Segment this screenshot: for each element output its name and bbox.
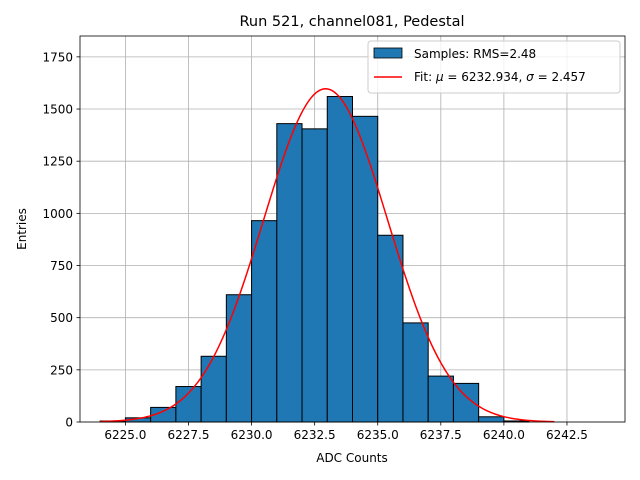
legend-fit-prefix: Fit: xyxy=(414,70,436,84)
y-tick-label: 1500 xyxy=(42,103,73,117)
histogram-bar xyxy=(377,234,404,423)
x-tick-label: 6237.5 xyxy=(420,428,462,442)
legend-label-samples: Samples: RMS=2.48 xyxy=(414,47,536,61)
legend-label-fit: Fit: μ = 6232.934, σ = 2.457 xyxy=(414,70,586,84)
x-tick-label: 6235.0 xyxy=(357,428,399,442)
x-tick-label: 6232.5 xyxy=(294,428,336,442)
legend-box xyxy=(367,40,621,94)
x-axis-ticks: 6225.0 6227.5 6230.0 6232.5 6235.0 6237.5 6240… xyxy=(104,422,588,442)
y-tick-label: 750 xyxy=(50,259,73,273)
y-tick-label: 250 xyxy=(50,363,73,377)
x-axis-label: ADC Counts xyxy=(316,451,388,465)
histogram-bar xyxy=(175,386,202,423)
histogram-bar xyxy=(225,294,253,423)
histogram-bar xyxy=(352,115,379,423)
legend: Samples: RMS=2.48 Fit: μ = 6232.934, σ =… xyxy=(367,40,621,94)
y-tick-label: 1250 xyxy=(42,155,73,169)
x-tick-label: 6240.0 xyxy=(483,428,525,442)
chart-title: Run 521, channel081, Pedestal xyxy=(239,14,464,30)
x-tick-label: 6227.5 xyxy=(167,428,209,442)
histogram-bar xyxy=(326,96,354,423)
x-tick-label: 6230.0 xyxy=(231,428,273,442)
legend-fit-sigma-value: = 2.457 xyxy=(534,70,586,84)
histogram-bar xyxy=(276,123,303,423)
histogram-bars xyxy=(99,96,530,423)
y-axis-ticks: 0 250 500 750 1000 1250 1500 1750 xyxy=(42,50,80,430)
legend-fit-mu-value: = 6232.934, xyxy=(444,70,527,84)
histogram-bar xyxy=(251,220,278,423)
histogram-bar xyxy=(427,375,454,423)
legend-fit-mu-symbol: μ xyxy=(435,70,444,84)
y-tick-label: 0 xyxy=(65,416,73,430)
histogram-bar xyxy=(402,322,429,423)
x-tick-label: 6225.0 xyxy=(104,428,146,442)
fit-line-group xyxy=(100,88,555,423)
histogram-bar xyxy=(452,382,480,423)
gaussian-fit-line xyxy=(100,88,555,423)
legend-fit-sigma-symbol: σ xyxy=(526,70,534,84)
x-tick-label: 6242.5 xyxy=(546,428,588,442)
y-tick-label: 1750 xyxy=(42,50,73,64)
legend-swatch-samples xyxy=(373,47,403,59)
y-tick-label: 1000 xyxy=(42,207,73,221)
y-tick-label: 500 xyxy=(50,311,73,325)
histogram-bar xyxy=(301,128,328,423)
histogram-bar xyxy=(478,416,505,423)
histogram-bar xyxy=(200,355,227,423)
plot-frame xyxy=(79,35,626,423)
y-axis-label: Entries xyxy=(15,208,29,250)
